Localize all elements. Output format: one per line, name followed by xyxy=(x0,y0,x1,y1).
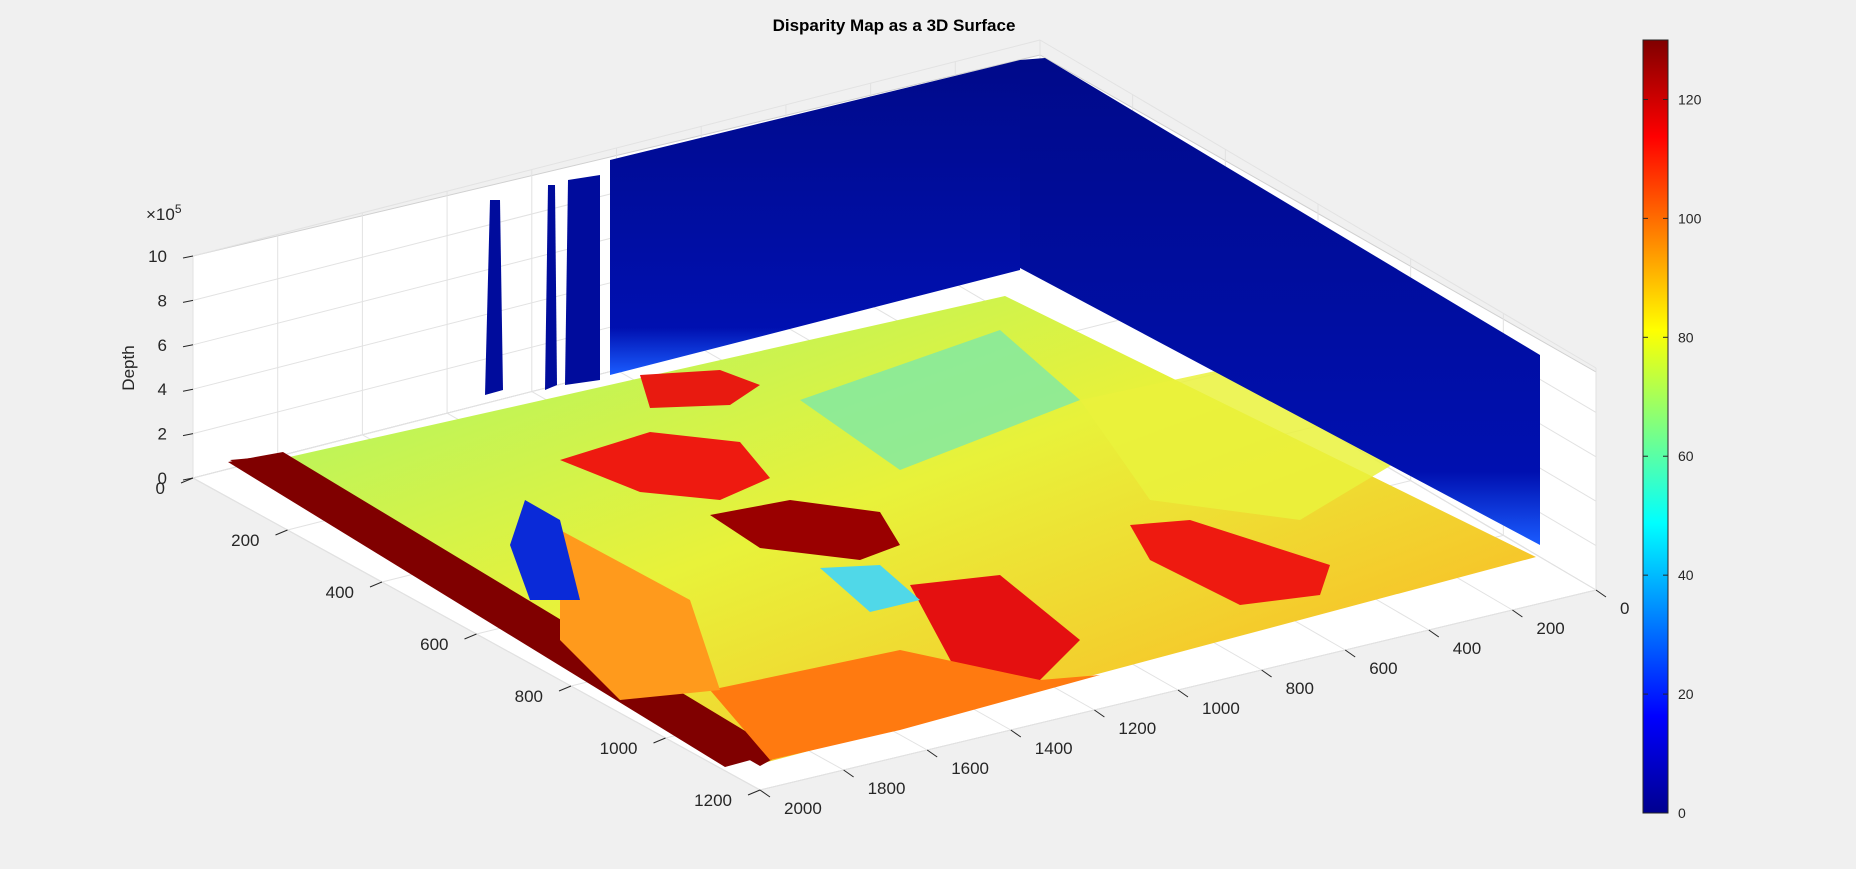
x-tick-mark xyxy=(926,749,938,758)
x-tick-mark xyxy=(1344,649,1356,658)
back-wall-left xyxy=(610,60,1020,375)
z-tick-label: 0 xyxy=(158,469,167,488)
x-tick-mark xyxy=(759,789,771,798)
y-tick-label: 1200 xyxy=(694,791,732,810)
x-tick-mark xyxy=(1428,629,1440,638)
z-tick-label: 6 xyxy=(158,336,167,355)
y-tick-label: 400 xyxy=(326,583,354,602)
colorbar-tick-label: 60 xyxy=(1678,448,1694,464)
x-tick-label: 1600 xyxy=(951,759,989,778)
colorbar: 0 20 40 60 80 100 120 xyxy=(1642,39,1702,821)
z-axis-label: Depth xyxy=(119,345,138,390)
y-tick-label: 0 xyxy=(156,479,165,498)
x-tick-label: 800 xyxy=(1286,679,1314,698)
y-tick-label: 600 xyxy=(420,635,448,654)
y-tick-mark xyxy=(747,789,761,796)
back-wall-right xyxy=(1020,58,1540,545)
spike-cluster-4 xyxy=(510,500,580,600)
colorbar-tick-label: 80 xyxy=(1678,329,1694,345)
x-tick-label: 1200 xyxy=(1118,719,1156,738)
z-tick-mark xyxy=(182,433,194,437)
z-tick-label: 4 xyxy=(158,380,167,399)
x-tick-label: 1400 xyxy=(1035,739,1073,758)
y-tick-mark xyxy=(558,685,572,692)
region-red-3 xyxy=(910,575,1080,680)
x-tick-mark xyxy=(1512,609,1523,618)
x-tick-label: 2000 xyxy=(784,799,822,818)
z-tick-mark xyxy=(182,477,194,481)
y-tick-mark xyxy=(464,633,477,640)
region-red-4 xyxy=(1130,520,1330,605)
x-tick-label: 1000 xyxy=(1202,699,1240,718)
z-tick-mark xyxy=(182,255,194,259)
region-cyan-1 xyxy=(820,565,920,612)
region-yellow xyxy=(1080,370,1400,520)
x-axis-ticks: 0 200 400 600 800 1000 1200 1400 1600 1800 2000 xyxy=(759,589,1629,818)
colorbar-ticks: 0 20 40 60 80 100 120 xyxy=(1643,91,1702,821)
x-tick-mark xyxy=(1177,689,1189,698)
y-tick-label: 800 xyxy=(515,687,543,706)
x-tick-label: 0 xyxy=(1620,599,1629,618)
y-axis-ticks: 0 200 400 600 800 1000 1200 xyxy=(156,477,761,810)
y-tick-label: 200 xyxy=(231,531,259,550)
x-tick-mark xyxy=(1094,709,1105,718)
region-darkred xyxy=(710,500,900,560)
y-tick-mark xyxy=(275,529,288,536)
colorbar-tick-label: 40 xyxy=(1678,567,1694,583)
region-red-1 xyxy=(560,432,770,500)
colorbar-gradient xyxy=(1642,39,1669,814)
z-tick-mark xyxy=(182,388,194,392)
z-tick-label: 8 xyxy=(158,291,167,310)
region-cyan-2 xyxy=(800,330,1080,470)
z-tick-mark xyxy=(182,299,194,303)
x-tick-label: 200 xyxy=(1536,619,1564,638)
x-tick-label: 600 xyxy=(1369,659,1397,678)
z-tick-label: 2 xyxy=(158,425,167,444)
x-tick-mark xyxy=(1261,669,1272,678)
chart-title: Disparity Map as a 3D Surface xyxy=(773,16,1016,35)
region-orange-front xyxy=(710,650,1100,760)
z-tick-label: 10 xyxy=(148,247,167,266)
colorbar-tick-label: 0 xyxy=(1678,805,1686,821)
y-tick-label: 1000 xyxy=(600,739,638,758)
x-tick-mark xyxy=(1595,589,1607,598)
x-tick-label: 400 xyxy=(1453,639,1481,658)
y-tick-mark xyxy=(653,737,666,744)
disparity-surface xyxy=(228,58,1540,767)
z-exponent-label: ×105 xyxy=(146,202,182,224)
z-tick-mark xyxy=(182,344,194,348)
x-tick-mark xyxy=(843,769,854,778)
x-tick-mark xyxy=(1010,729,1022,738)
region-orange-left xyxy=(560,530,720,700)
spike-cluster-1 xyxy=(485,200,503,395)
colorbar-tick-label: 100 xyxy=(1678,210,1702,226)
colorbar-tick-label: 20 xyxy=(1678,686,1694,702)
region-red-2 xyxy=(640,370,760,408)
x-tick-label: 1800 xyxy=(868,779,906,798)
y-tick-mark xyxy=(369,581,383,588)
spike-cluster-3 xyxy=(565,175,600,385)
spike-cluster-2 xyxy=(545,185,557,390)
colorbar-tick-label: 120 xyxy=(1678,91,1702,107)
z-axis-ticks: 0 2 4 6 8 10 xyxy=(148,247,194,488)
